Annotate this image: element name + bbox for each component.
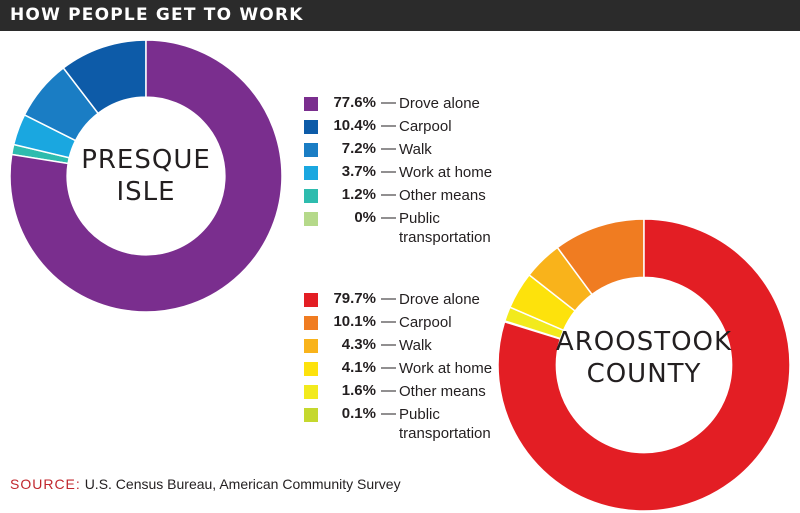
legend-label: Public transportation	[399, 405, 529, 443]
donut-slice-drove-alone	[9, 39, 283, 313]
legend-value: 10.4%	[333, 117, 376, 134]
legend-swatch	[304, 339, 318, 353]
legend-dash: —	[381, 290, 396, 307]
legend-swatch	[304, 316, 318, 330]
legend-swatch	[304, 189, 318, 203]
legend-value: 7.2%	[341, 140, 376, 157]
legend-dash: —	[381, 163, 396, 180]
aroostook-county-title-line-1: AROOSTOOK	[556, 327, 732, 357]
legend-dash: —	[381, 359, 396, 376]
legend-value: 77.6%	[333, 94, 376, 111]
legend-dash: —	[381, 186, 396, 203]
legend-label: Walk	[399, 141, 432, 158]
legend-dash: —	[381, 94, 396, 111]
legend-value: 4.1%	[341, 359, 376, 376]
legend-dash: —	[381, 117, 396, 134]
legend-dash: —	[381, 313, 396, 330]
page-title: HOW PEOPLE GET TO WORK	[10, 5, 304, 25]
source-note: SOURCE: U.S. Census Bureau, American Com…	[10, 476, 401, 492]
legend-label: Drove alone	[399, 291, 480, 308]
presque-isle-title-line-2: ISLE	[116, 177, 175, 207]
legend-swatch	[304, 143, 318, 157]
legend-swatch	[304, 97, 318, 111]
legend-value: 1.2%	[341, 186, 376, 203]
legend-swatch	[304, 120, 318, 134]
aroostook-county-title-line-2: COUNTY	[587, 359, 702, 389]
legend-dash: —	[381, 140, 396, 157]
source-key: SOURCE:	[10, 476, 81, 492]
legend-swatch	[304, 385, 318, 399]
legend-swatch	[304, 212, 318, 226]
header-bar: HOW PEOPLE GET TO WORK	[0, 0, 800, 31]
legend-label: Work at home	[399, 164, 493, 181]
legend-dash: —	[381, 405, 396, 422]
legend-label: Drove alone	[399, 95, 480, 112]
legend-value: 3.7%	[341, 163, 376, 180]
legend-label: Carpool	[399, 314, 452, 331]
legend-label-line-1: Public	[399, 406, 440, 423]
presque-isle-donut: PRESQUE ISLE	[9, 39, 283, 313]
aroostook-county-donut: AROOSTOOK COUNTY	[497, 218, 791, 512]
legend-label-line-2: transportation	[399, 229, 491, 246]
legend-label-line-1: Public	[399, 210, 440, 227]
legend-dash: —	[381, 209, 396, 226]
legend-dash: —	[381, 336, 396, 353]
legend-swatch	[304, 166, 318, 180]
legend-label: Other means	[399, 187, 486, 204]
legend-label-line-2: transportation	[399, 425, 491, 442]
legend-dash: —	[381, 382, 396, 399]
legend-label: Carpool	[399, 118, 452, 135]
donut-slice-drove-alone	[497, 218, 791, 512]
legend-value: 0.1%	[341, 405, 376, 422]
legend-label: Other means	[399, 383, 486, 400]
legend-label: Work at home	[399, 360, 493, 377]
legend-swatch	[304, 293, 318, 307]
legend-value: 4.3%	[341, 336, 376, 353]
legend-value: 0%	[354, 209, 376, 226]
legend-label: Public transportation	[399, 209, 529, 247]
legend-value: 79.7%	[333, 290, 376, 307]
legend-label: Walk	[399, 337, 432, 354]
legend-value: 1.6%	[341, 382, 376, 399]
source-text: U.S. Census Bureau, American Community S…	[84, 476, 401, 492]
legend-value: 10.1%	[333, 313, 376, 330]
presque-isle-title-line-1: PRESQUE	[81, 145, 211, 175]
legend-swatch	[304, 408, 318, 422]
legend-swatch	[304, 362, 318, 376]
